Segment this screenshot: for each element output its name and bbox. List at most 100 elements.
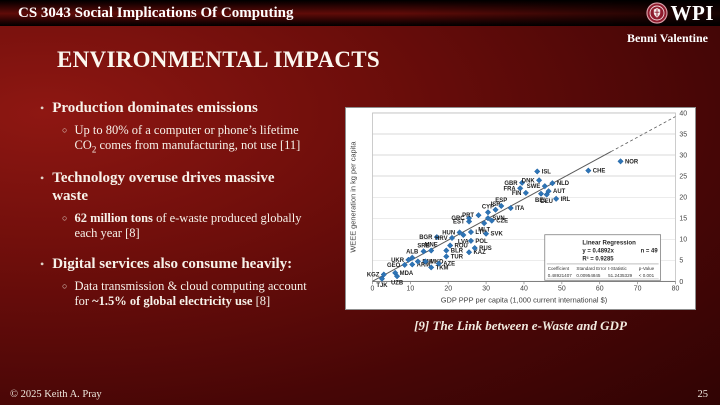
point-label-PRT: PRT xyxy=(462,213,474,219)
bullet-group-1: • Production dominates emissions ○ Up to 80… xyxy=(40,100,340,155)
point-label-NOR: NOR xyxy=(625,159,639,165)
bullet-label: Digital services also consume heavily: xyxy=(52,255,293,272)
data-point-SWE xyxy=(541,183,548,190)
data-point-GRC xyxy=(465,215,473,222)
point-label-FIN: FIN xyxy=(512,191,522,197)
wpi-logo-text: WPI xyxy=(670,1,714,25)
y-axis-title: WEEE generation in kg per capita xyxy=(349,141,358,253)
point-label-AUT: AUT xyxy=(553,189,566,195)
x-tick-label: 40 xyxy=(520,286,528,293)
y-tick-label: 5 xyxy=(679,258,683,265)
point-label-MLT: MLT xyxy=(478,228,490,234)
data-point-CYP xyxy=(484,209,492,216)
y-tick-label: 0 xyxy=(679,279,683,286)
data-point-FRA xyxy=(517,185,524,192)
regression-table-header: Coefficient xyxy=(548,266,570,271)
point-label-SRB: SRB xyxy=(417,243,430,249)
bullet-marker-icon: • xyxy=(40,256,45,271)
point-label-DNK: DNK xyxy=(522,178,536,184)
data-point-ISR xyxy=(492,206,499,213)
sub-bullet-marker-icon: ○ xyxy=(62,125,68,136)
point-label-DEU: DEU xyxy=(540,199,553,205)
data-point-PRT xyxy=(475,212,482,219)
point-label-CHE: CHE xyxy=(593,169,606,175)
point-label-TJK: TJK xyxy=(376,283,388,289)
y-tick-label: 20 xyxy=(679,195,687,202)
sub-bullet-marker-icon: ○ xyxy=(62,280,68,291)
data-point-AZE xyxy=(435,260,442,267)
data-point-CZE xyxy=(488,217,495,224)
data-point-BEL xyxy=(537,190,545,197)
point-label-BGR: BGR xyxy=(419,235,433,241)
sub-bullet-marker-icon: ○ xyxy=(62,213,68,224)
point-label-ROU: ROU xyxy=(455,243,468,249)
data-point-HUN xyxy=(456,229,463,236)
bullet-marker-icon: • xyxy=(40,101,45,115)
data-point-ROU xyxy=(446,242,454,249)
sub-bullet-text: Up to 80% of a computer or phone’s lifet… xyxy=(74,123,301,155)
trendline-dashed xyxy=(610,116,676,152)
y-tick-label: 30 xyxy=(679,153,687,160)
course-title: CS 3043 Social Implications Of Computing xyxy=(18,4,294,21)
point-label-TUR: TUR xyxy=(451,254,464,260)
data-point-BGR xyxy=(433,233,440,241)
regression-table-value: 51.2435329 xyxy=(608,273,632,278)
point-label-EST: EST xyxy=(453,220,465,226)
wpi-logo: WPI xyxy=(645,1,715,25)
data-point-ALB xyxy=(409,254,416,261)
x-tick-label: 0 xyxy=(371,286,375,293)
point-label-GEO: GEO xyxy=(387,263,401,269)
chart-caption: [9] The Link between e-Waste and GDP xyxy=(414,318,627,333)
x-axis-title: GDP PPP per capita (1,000 current intern… xyxy=(441,296,607,305)
regression-table-header: p-Value xyxy=(639,266,655,271)
sub-bullet-item: ○ 62 million tons of e-waste produced glo… xyxy=(62,211,340,241)
data-point-DNK xyxy=(535,177,543,184)
y-tick-label: 40 xyxy=(679,110,687,117)
data-point-MNE xyxy=(428,247,435,254)
ewaste-gdp-chart: 0 10 20 30 40 50 60 70 80 0 5 10 15 20 25 30 35 40 GDP PPP… xyxy=(345,107,696,310)
bullet-label: Production dominates emissions xyxy=(52,100,258,116)
point-label-SVN: SVN xyxy=(492,216,504,222)
point-label-RUS: RUS xyxy=(479,246,492,252)
data-point-GBR xyxy=(518,179,526,186)
point-label-NLD: NLD xyxy=(557,181,570,187)
y-tick-label: 35 xyxy=(679,131,687,138)
data-point-BLR xyxy=(443,247,450,254)
point-label-UZB: UZB xyxy=(391,281,404,287)
x-tick-label: 10 xyxy=(406,286,414,293)
data-point-TUR xyxy=(443,253,450,260)
regression-box xyxy=(544,234,662,281)
regression-equation: y = 0.4892x xyxy=(582,249,614,255)
point-label-IRL: IRL xyxy=(561,197,571,203)
point-label-ALB: ALB xyxy=(406,250,419,256)
x-tick-label: 50 xyxy=(558,286,566,293)
regression-n: n = 49 xyxy=(641,249,659,255)
point-label-ISR: ISR xyxy=(491,202,502,208)
point-label-UKR: UKR xyxy=(391,258,405,264)
x-tick-label: 60 xyxy=(596,286,604,293)
point-label-ARM: ARM xyxy=(417,262,431,268)
regression-table-value: 0.48921407 xyxy=(548,273,572,278)
point-label-FRA: FRA xyxy=(504,186,517,192)
point-label-LTU: LTU xyxy=(475,230,486,236)
bullet-group-2: • Technology overuse drives massive waste… xyxy=(40,170,340,240)
point-label-GRC: GRC xyxy=(451,216,465,222)
regression-table-value: < 0.001 xyxy=(639,273,655,278)
bullet-label: Technology overuse drives massive waste xyxy=(52,170,275,204)
data-point-TKM xyxy=(428,264,435,271)
point-label-CYP: CYP xyxy=(482,204,494,210)
data-point-SVN xyxy=(484,215,492,222)
point-label-SWE: SWE xyxy=(527,184,541,190)
data-point-MLT xyxy=(481,220,488,227)
sub-bullet-text: Data transmission & cloud computing acco… xyxy=(74,278,307,308)
data-point-KAZ xyxy=(465,249,473,256)
regression-table-value: 0.00954845 xyxy=(576,273,600,278)
data-point-SVK xyxy=(482,230,490,237)
data-point-BIH xyxy=(414,258,422,265)
point-label-ITA: ITA xyxy=(515,206,525,212)
bullet-marker-icon: • xyxy=(40,171,45,186)
data-point-LVA xyxy=(460,231,467,239)
data-point-ARM xyxy=(409,261,416,268)
point-label-POL: POL xyxy=(475,239,488,245)
